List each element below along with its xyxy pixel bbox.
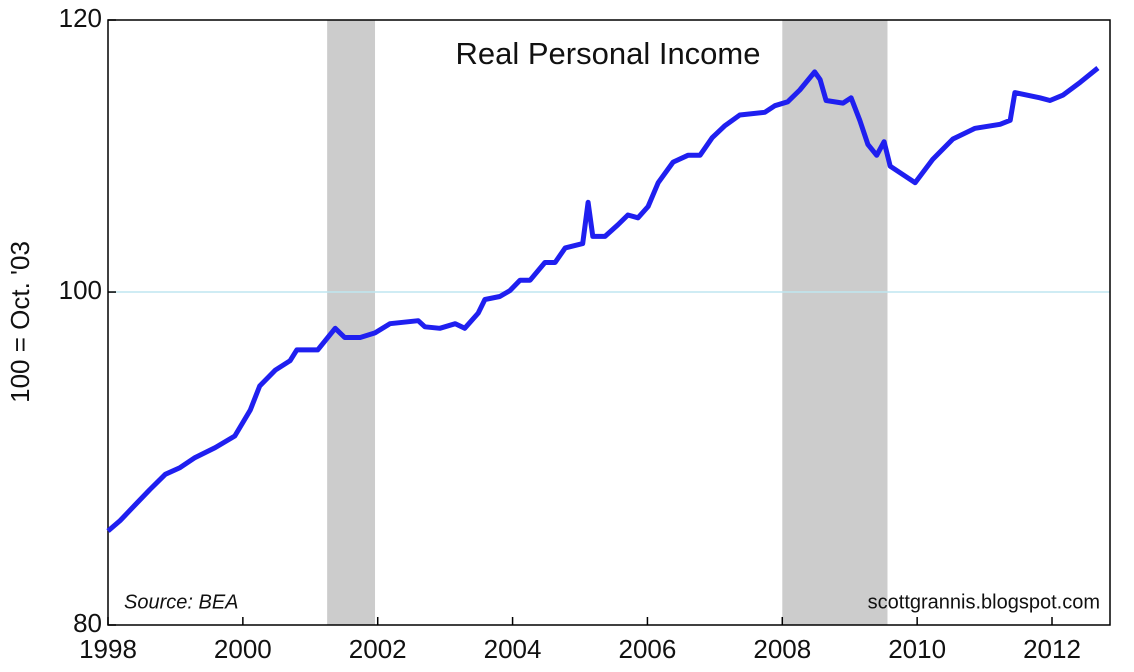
- chart-title: Real Personal Income: [456, 36, 761, 71]
- recession-band: [782, 20, 888, 625]
- x-tick-label: 2008: [753, 634, 811, 664]
- x-tick-label: 2006: [619, 634, 677, 664]
- source-note: Source: BEA: [124, 591, 239, 613]
- plot-frame: [107, 19, 1111, 626]
- y-tick-label: 80: [73, 608, 102, 638]
- credit-note: scottgrannis.blogspot.com: [868, 591, 1100, 613]
- recession-band: [327, 20, 376, 625]
- x-tick-label: 2010: [888, 634, 946, 664]
- x-tick-label: 2012: [1023, 634, 1081, 664]
- x-tick-label: 2002: [349, 634, 407, 664]
- y-tick-label: 120: [59, 3, 102, 33]
- x-tick-label: 2004: [484, 634, 542, 664]
- y-tick-label: 100: [59, 275, 102, 305]
- x-tick-label: 2000: [214, 634, 272, 664]
- y-axis-label: 100 = Oct. '03: [5, 241, 35, 403]
- x-tick-label: 1998: [79, 634, 137, 664]
- series-line: [106, 66, 1100, 533]
- plot-background: [108, 20, 1110, 625]
